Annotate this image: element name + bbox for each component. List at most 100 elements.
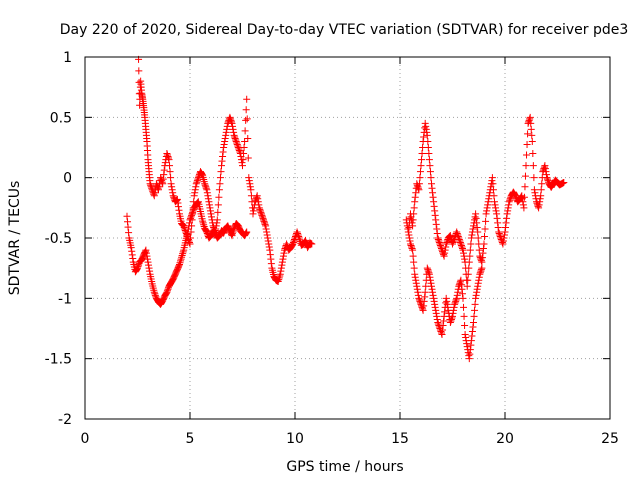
data-point <box>479 245 487 253</box>
data-point <box>207 210 215 218</box>
data-point <box>473 288 481 296</box>
data-point <box>166 162 174 170</box>
data-point <box>459 246 467 254</box>
data-point <box>217 168 225 176</box>
data-point <box>467 234 475 242</box>
data-point <box>194 198 202 206</box>
data-point <box>450 237 458 245</box>
data-point <box>405 223 413 231</box>
data-point <box>283 240 291 248</box>
chart-title: Day 220 of 2020, Sidereal Day-to-day VTE… <box>60 22 629 38</box>
data-point <box>418 303 426 311</box>
data-point <box>404 228 412 236</box>
data-point <box>479 249 487 257</box>
data-point <box>213 216 221 224</box>
data-point <box>490 192 498 200</box>
data-point <box>461 331 469 339</box>
data-point <box>510 190 518 198</box>
data-point <box>460 249 468 257</box>
data-point <box>201 181 209 189</box>
data-point <box>473 219 481 227</box>
data-point <box>457 281 465 289</box>
data-point <box>419 306 427 314</box>
data-point <box>422 122 430 130</box>
data-point <box>422 125 430 133</box>
data-point <box>243 115 251 123</box>
data-point <box>424 266 432 274</box>
data-point <box>278 258 286 266</box>
data-point <box>229 228 237 236</box>
data-point <box>453 228 461 236</box>
data-point <box>535 201 543 209</box>
data-point <box>255 204 263 212</box>
data-point <box>408 245 416 253</box>
data-point <box>412 279 420 287</box>
data-point <box>412 276 420 284</box>
data-point <box>158 178 166 186</box>
data-point <box>193 178 201 186</box>
data-point <box>418 156 426 164</box>
data-point <box>427 279 435 287</box>
data-point <box>420 302 428 310</box>
data-point <box>188 211 196 219</box>
data-point <box>475 276 483 284</box>
data-point <box>160 171 168 179</box>
data-point <box>163 150 171 158</box>
data-point <box>199 217 207 225</box>
data-point <box>443 297 451 305</box>
data-point <box>159 180 167 188</box>
data-point <box>534 202 542 210</box>
data-point <box>432 306 440 314</box>
data-point <box>494 219 502 227</box>
data-point <box>226 113 234 121</box>
data-point <box>242 229 250 237</box>
data-point <box>189 210 197 218</box>
data-point <box>420 133 428 141</box>
y-axis-label: SDTVAR / TECUs <box>7 181 23 296</box>
data-point <box>429 193 437 201</box>
data-point <box>474 228 482 236</box>
data-point <box>128 247 136 255</box>
data-point <box>205 198 213 206</box>
data-point <box>512 192 519 200</box>
data-point <box>463 340 471 348</box>
x-tick-label: 25 <box>601 431 619 447</box>
data-point <box>173 196 181 204</box>
data-point <box>289 240 297 248</box>
data-point <box>456 239 464 247</box>
data-point <box>449 239 457 247</box>
data-point <box>416 174 424 182</box>
data-point <box>169 192 177 200</box>
data-point <box>472 210 480 218</box>
data-point <box>253 193 261 201</box>
data-point <box>475 246 483 254</box>
data-point <box>453 291 461 299</box>
data-point <box>405 234 413 242</box>
data-point <box>146 267 154 275</box>
data-point <box>260 217 268 225</box>
data-point <box>263 231 271 239</box>
data-point <box>151 189 159 197</box>
data-point <box>177 257 185 265</box>
data-point <box>233 139 241 147</box>
data-point <box>145 261 153 269</box>
data-point <box>501 228 509 236</box>
y-tick-label: -2 <box>58 412 72 428</box>
data-point <box>264 234 272 242</box>
data-point <box>470 318 477 326</box>
data-point <box>466 252 474 260</box>
data-point <box>257 208 265 216</box>
data-point <box>465 352 473 360</box>
data-point <box>504 207 512 215</box>
data-point <box>471 213 479 221</box>
data-point <box>183 232 191 240</box>
data-point <box>221 137 229 145</box>
data-point <box>414 288 422 296</box>
data-point <box>161 159 169 167</box>
data-point <box>409 222 417 230</box>
data-point <box>262 225 270 233</box>
data-point <box>174 203 182 211</box>
data-point <box>155 183 163 191</box>
data-point <box>230 226 238 234</box>
data-point <box>127 244 135 252</box>
